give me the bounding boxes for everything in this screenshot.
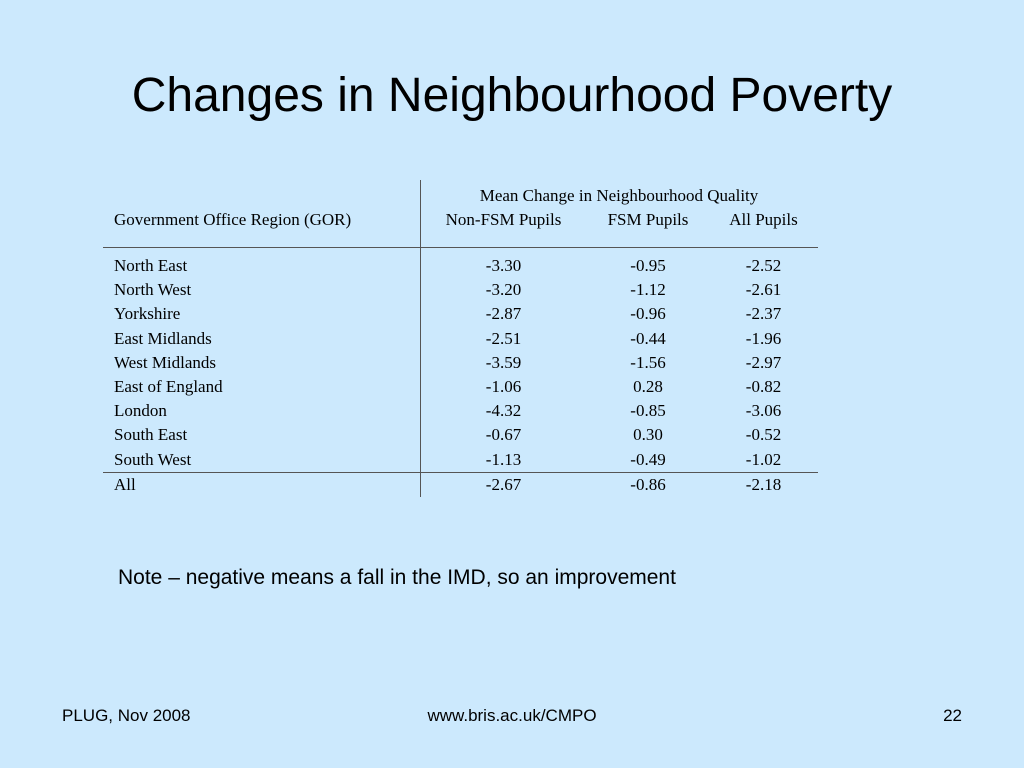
value-non-fsm: -4.32	[419, 399, 587, 424]
value-all: -2.37	[745, 304, 782, 324]
value-fsm: 0.28	[633, 377, 663, 397]
region-cell: Yorkshire	[114, 304, 181, 324]
table-header-row-group: Mean Change in Neighbourhood Quality	[103, 180, 818, 209]
value-non-fsm: -1.06	[419, 375, 587, 400]
value-non-fsm: -0.67	[419, 423, 587, 448]
slide-title: Changes in Neighbourhood Poverty	[131, 69, 893, 122]
column-header-all: All Pupils	[729, 210, 798, 229]
neighbourhood-change-table: Mean Change in Neighbourhood Quality Gov…	[103, 180, 818, 498]
value-non-fsm: -1.13	[419, 447, 587, 473]
value-non-fsm: -3.20	[419, 278, 587, 303]
region-cell: West Midlands	[114, 352, 217, 372]
slide-note: Note – negative means a fall in the IMD,…	[118, 566, 676, 589]
region-cell: East Midlands	[114, 328, 212, 348]
value-non-fsm: -3.59	[419, 350, 587, 376]
page-number: 22	[943, 706, 962, 725]
footer-left: PLUG, Nov 2008	[62, 706, 191, 725]
group-header: Mean Change in Neighbourhood Quality	[419, 180, 818, 209]
region-cell: South East	[114, 425, 188, 445]
table-row: East Midlands -2.51 -0.44 -1.96	[103, 326, 818, 351]
region-cell: North East	[114, 256, 188, 275]
value-all: -0.52	[745, 425, 782, 445]
footer-url: www.bris.ac.uk/CMPO	[427, 706, 597, 725]
table-body: North East -3.30 -0.95 -2.52 North West -3.20…	[103, 254, 818, 473]
region-cell: East of England	[114, 377, 223, 397]
value-all: -2.97	[745, 352, 782, 372]
value-all: -2.52	[745, 256, 782, 275]
table-row: North East -3.30 -0.95 -2.52	[103, 254, 818, 279]
total-value-fsm: -0.86	[630, 474, 666, 494]
table-row: South East -0.67 0.30 -0.52	[103, 423, 818, 448]
table-row: Yorkshire -2.87 -0.96 -2.37	[103, 302, 818, 327]
table-row-total: All -2.67 -0.86 -2.18	[103, 472, 818, 498]
value-fsm: -0.44	[630, 328, 666, 348]
region-cell: North West	[114, 280, 192, 300]
value-all: -0.82	[745, 377, 782, 397]
table-row: South West -1.13 -0.49 -1.02	[103, 447, 818, 473]
column-header-non-fsm: Non-FSM Pupils	[419, 209, 587, 231]
value-all: -1.02	[709, 447, 818, 473]
table-row: East of England -1.06 0.28 -0.82	[103, 375, 818, 400]
value-fsm: 0.30	[633, 425, 663, 445]
table-row: London -4.32 -0.85 -3.06	[103, 399, 818, 424]
value-fsm: -0.95	[630, 256, 666, 275]
region-cell: South West	[103, 447, 420, 473]
table-row: West Midlands -3.59 -1.56 -2.97	[103, 350, 818, 376]
value-all: -3.06	[745, 401, 782, 421]
value-fsm: -0.49	[586, 447, 710, 473]
total-value-non-fsm: -2.67	[419, 472, 587, 498]
row-header: Government Office Region (GOR)	[114, 210, 352, 229]
value-all: -1.96	[745, 328, 782, 348]
value-fsm: -1.56	[630, 352, 666, 372]
total-region-cell: All	[114, 474, 136, 494]
total-value-all: -2.18	[745, 474, 782, 494]
value-fsm: -1.12	[630, 280, 666, 300]
value-all: -2.61	[745, 280, 782, 300]
value-non-fsm: -2.51	[419, 326, 587, 351]
value-non-fsm: -3.30	[419, 254, 587, 279]
table-row: North West -3.20 -1.12 -2.61	[103, 278, 818, 303]
region-cell: London	[114, 401, 167, 421]
value-fsm: -0.96	[630, 304, 666, 324]
value-non-fsm: -2.87	[419, 302, 587, 327]
column-header-fsm: FSM Pupils	[607, 210, 689, 229]
value-fsm: -0.85	[630, 401, 666, 421]
table-header-row-columns: Government Office Region (GOR) Non-FSM P…	[103, 209, 818, 231]
